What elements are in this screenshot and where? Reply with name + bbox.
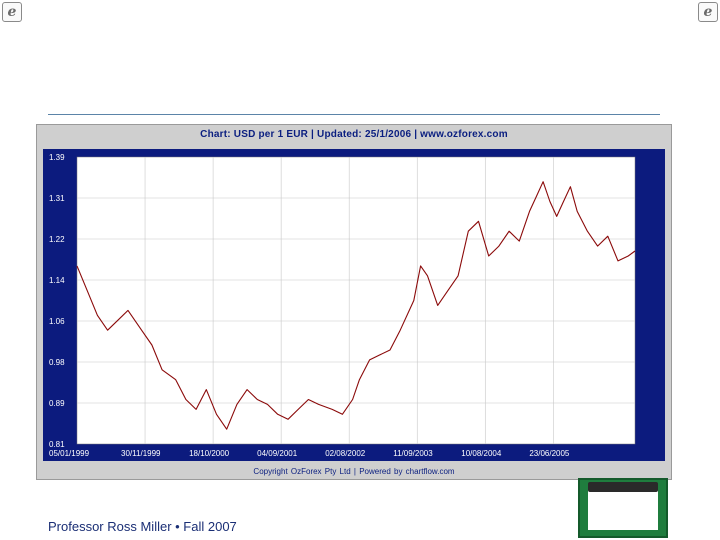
x-tick-label: 05/01/1999 <box>49 449 90 458</box>
slide-caption: Professor Ross Miller • Fall 2007 <box>48 519 237 534</box>
x-tick-label: 30/11/1999 <box>121 449 161 458</box>
y-tick-label: 1.06 <box>49 317 65 326</box>
chart-footer: Copyright OzForex Pty Ltd | Powered by c… <box>253 467 455 476</box>
y-tick-label: 0.81 <box>49 440 65 449</box>
chart-frame: Chart: USD per 1 EUR | Updated: 25/1/200… <box>36 124 672 480</box>
title-divider <box>48 114 660 115</box>
y-tick-label: 1.22 <box>49 235 65 244</box>
series-line <box>76 181 636 430</box>
x-tick-label: 02/08/2002 <box>325 449 366 458</box>
y-tick-label: 1.14 <box>49 276 65 285</box>
y-tick-label: 0.89 <box>49 399 65 408</box>
y-tick-label: 0.98 <box>49 358 65 367</box>
x-tick-label: 11/09/2003 <box>393 449 433 458</box>
x-tick-label: 18/10/2000 <box>189 449 230 458</box>
y-tick-label: 1.39 <box>49 153 65 162</box>
plot-area <box>76 156 636 445</box>
x-tick-label: 23/06/2005 <box>529 449 570 458</box>
e-icon[interactable]: e <box>698 2 718 22</box>
line-chart: 1.39 1.31 1.22 1.14 1.06 0.98 0.89 0.8105/01/19… <box>43 149 665 461</box>
x-tick-label: 10/08/2004 <box>461 449 502 458</box>
seal-band <box>588 482 658 492</box>
y-tick-label: 1.31 <box>49 194 65 203</box>
e-icon[interactable]: e <box>2 2 22 22</box>
seal-inner <box>588 488 658 530</box>
x-tick-label: 04/09/2001 <box>257 449 298 458</box>
chart-title: Chart: USD per 1 EUR | Updated: 25/1/200… <box>200 129 508 140</box>
certificate-seal <box>578 478 668 538</box>
